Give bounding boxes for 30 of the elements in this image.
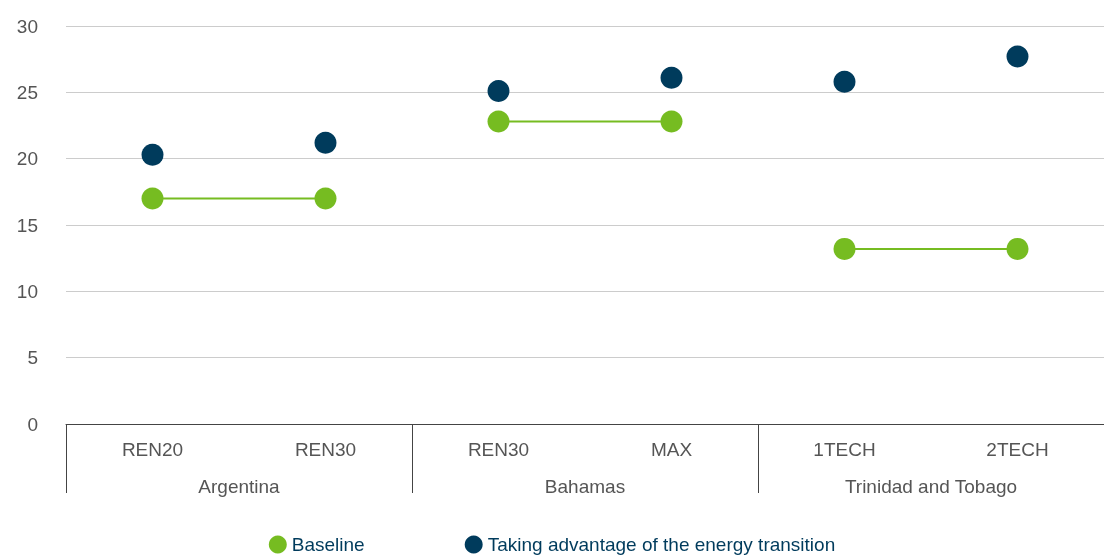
point xyxy=(660,66,683,89)
y-tick-label: 25 xyxy=(16,81,38,103)
x-tick-label: MAX xyxy=(650,439,693,460)
point xyxy=(833,70,856,93)
x-tick-label: 2TECH xyxy=(986,439,1049,460)
point xyxy=(314,187,337,210)
x-tick-label: REN20 xyxy=(121,439,184,460)
x-tick-label: REN30 xyxy=(467,439,530,460)
legend-label: Taking advantage of the energy transition xyxy=(487,534,836,555)
x-tick-label: 1TECH xyxy=(813,439,876,460)
y-tick-label: 15 xyxy=(16,214,38,236)
y-tick-label: 30 xyxy=(16,15,38,37)
y-tick-label: 5 xyxy=(27,347,38,369)
legend-label: Baseline xyxy=(291,534,365,555)
point xyxy=(487,80,510,102)
point xyxy=(141,143,164,166)
y-tick-label: 0 xyxy=(27,413,38,435)
text: Bahamas xyxy=(544,476,626,497)
y-tick-label: 10 xyxy=(16,280,38,302)
y-tick-label: 20 xyxy=(16,148,38,170)
point xyxy=(314,131,337,154)
x-tick-label: REN30 xyxy=(294,439,357,460)
point xyxy=(487,110,510,133)
point xyxy=(1006,45,1029,68)
point xyxy=(141,187,164,210)
point xyxy=(833,237,856,260)
point xyxy=(1006,237,1029,260)
text: Argentina xyxy=(198,476,281,497)
point xyxy=(660,110,683,133)
text: Trinidad and Tobago xyxy=(844,476,1018,497)
